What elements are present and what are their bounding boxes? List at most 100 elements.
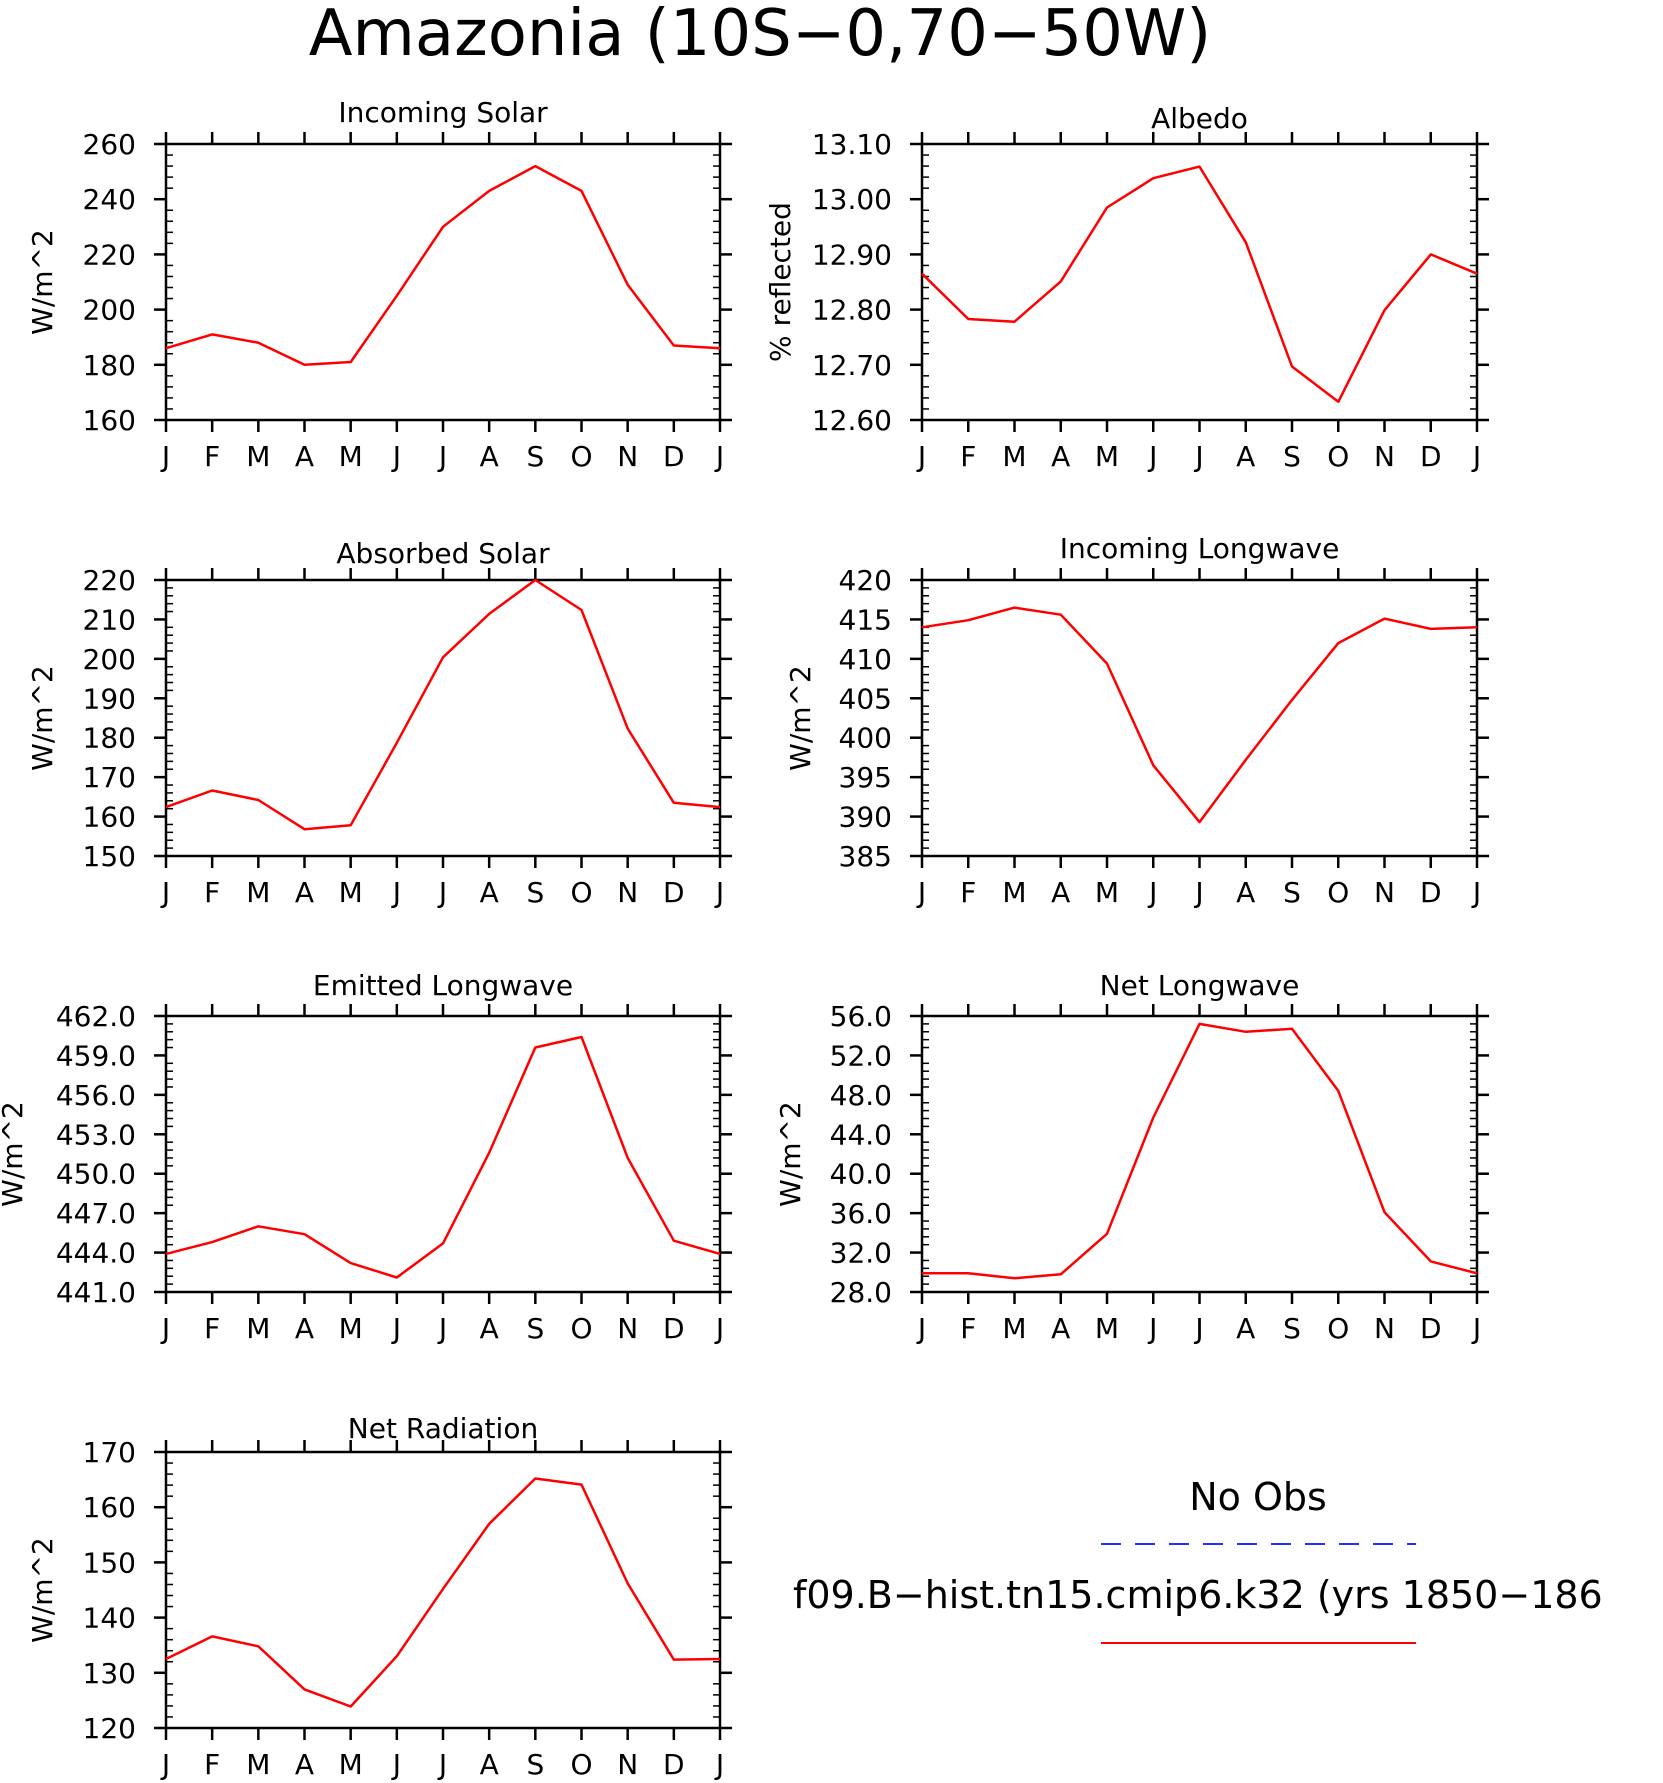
net-longwave-ytick-label: 36.0	[830, 1197, 892, 1230]
net-longwave-xtick-label: M	[1095, 1312, 1119, 1345]
incoming-longwave-series-line	[921, 606, 1478, 824]
emitted-longwave-xtick-label: J	[391, 1312, 401, 1345]
incoming-solar-ytick-label: 260	[83, 128, 136, 161]
absorbed-solar-ytick-label: 210	[83, 603, 136, 636]
figure-title: Amazonia (10S−0,70−50W)	[309, 0, 1211, 71]
albedo-xtick-label: J	[916, 440, 926, 473]
incoming-solar-series-line	[165, 164, 721, 367]
net-radiation-xtick-label: D	[663, 1748, 685, 1781]
incoming-longwave-ytick-label: 400	[839, 722, 892, 755]
net-longwave-xtick-label: F	[960, 1312, 976, 1345]
net-radiation-xtick-label: J	[714, 1748, 724, 1781]
emitted-longwave-xtick-label: F	[204, 1312, 220, 1345]
net-longwave-xtick-label: A	[1236, 1312, 1255, 1345]
incoming-longwave-xtick-label: D	[1420, 876, 1442, 909]
incoming-longwave-xtick-label: F	[960, 876, 976, 909]
net-longwave-ylabel: W/m^2	[774, 1101, 807, 1207]
emitted-longwave-xtick-label: N	[617, 1312, 638, 1345]
incoming-longwave-xtick-label: O	[1327, 876, 1349, 909]
emitted-longwave-xtick-label: S	[526, 1312, 544, 1345]
incoming-longwave-xtick-label: M	[1002, 876, 1026, 909]
emitted-longwave-xtick-label: O	[570, 1312, 592, 1345]
absorbed-solar-ytick-label: 200	[83, 643, 136, 676]
incoming-solar-xtick-label: S	[526, 440, 544, 473]
emitted-longwave-ytick-label: 459.0	[56, 1039, 136, 1072]
absorbed-solar-xtick-label: S	[526, 876, 544, 909]
incoming-longwave-title: Incoming Longwave	[1060, 532, 1340, 565]
albedo-xtick-label: J	[1147, 440, 1157, 473]
absorbed-solar-xtick-label: J	[714, 876, 724, 909]
incoming-solar-xtick-label: O	[570, 440, 592, 473]
absorbed-solar-xtick-label: M	[246, 876, 270, 909]
incoming-longwave-ytick-label: 420	[839, 564, 892, 597]
net-longwave-ytick-label: 28.0	[830, 1276, 892, 1309]
absorbed-solar-xtick-label: M	[339, 876, 363, 909]
net-radiation-xtick-label: N	[617, 1748, 638, 1781]
emitted-longwave-xtick-label: D	[663, 1312, 685, 1345]
albedo-ytick-label: 13.00	[812, 183, 892, 216]
emitted-longwave-series-line	[165, 1035, 721, 1279]
albedo-xtick-label: M	[1002, 440, 1026, 473]
incoming-longwave-xtick-label: J	[1471, 876, 1481, 909]
net-radiation-xtick-label: A	[480, 1748, 499, 1781]
emitted-longwave-ylabel: W/m^2	[0, 1101, 29, 1207]
emitted-longwave-xtick-label: A	[480, 1312, 499, 1345]
net-radiation-ylabel: W/m^2	[26, 1537, 59, 1643]
incoming-solar-xtick-label: M	[339, 440, 363, 473]
albedo-xtick-label: A	[1051, 440, 1070, 473]
net-radiation-ytick-label: 160	[83, 1491, 136, 1524]
incoming-solar-ytick-label: 180	[83, 349, 136, 382]
absorbed-solar-series-line	[165, 578, 721, 831]
net-longwave-title: Net Longwave	[1100, 969, 1300, 1002]
emitted-longwave-title: Emitted Longwave	[313, 969, 573, 1002]
emitted-longwave-ytick-label: 453.0	[56, 1118, 136, 1151]
incoming-longwave-ytick-label: 390	[839, 801, 892, 834]
net-radiation-ytick-label: 130	[83, 1657, 136, 1690]
emitted-longwave-ytick-label: 441.0	[56, 1276, 136, 1309]
net-longwave-xtick-label: A	[1051, 1312, 1070, 1345]
net-radiation-series-line	[165, 1477, 721, 1708]
absorbed-solar-ytick-label: 190	[83, 682, 136, 715]
albedo-series-line	[921, 165, 1478, 404]
net-radiation-ytick-label: 150	[83, 1546, 136, 1579]
absorbed-solar-title: Absorbed Solar	[336, 537, 550, 570]
emitted-longwave-plot-frame	[164, 1014, 722, 1294]
net-radiation-xtick-label: S	[526, 1748, 544, 1781]
incoming-longwave-xtick-label: J	[1147, 876, 1157, 909]
net-longwave-ytick-label: 40.0	[830, 1158, 892, 1191]
incoming-solar-ytick-label: 160	[83, 404, 136, 437]
absorbed-solar-ytick-label: 180	[83, 722, 136, 755]
net-longwave-xtick-label: J	[1471, 1312, 1481, 1345]
incoming-longwave-ylabel: W/m^2	[784, 665, 817, 771]
incoming-solar-xtick-label: M	[246, 440, 270, 473]
albedo-xtick-label: A	[1236, 440, 1255, 473]
incoming-solar-xtick-label: A	[295, 440, 314, 473]
incoming-longwave-ytick-label: 385	[839, 840, 892, 873]
absorbed-solar-ytick-label: 160	[83, 801, 136, 834]
net-longwave-xtick-label: N	[1374, 1312, 1395, 1345]
incoming-solar-xtick-label: J	[437, 440, 447, 473]
albedo-xtick-label: F	[960, 440, 976, 473]
incoming-solar-xtick-label: D	[663, 440, 685, 473]
albedo-ytick-label: 12.90	[812, 238, 892, 271]
incoming-longwave-ytick-label: 415	[839, 603, 892, 636]
emitted-longwave-xtick-label: M	[339, 1312, 363, 1345]
incoming-solar-ytick-label: 220	[83, 238, 136, 271]
albedo-ytick-label: 13.10	[812, 128, 892, 161]
net-radiation-ytick-label: 120	[83, 1712, 136, 1745]
legend: No Obs f09.B−hist.tn15.cmip6.k32 (yrs 18…	[793, 1475, 1603, 1644]
albedo-ytick-label: 12.80	[812, 294, 892, 327]
absorbed-solar-xtick-label: F	[204, 876, 220, 909]
emitted-longwave-xtick-label: J	[160, 1312, 170, 1345]
net-longwave-xtick-label: J	[1193, 1312, 1203, 1345]
incoming-solar-xtick-label: J	[160, 440, 170, 473]
albedo-ytick-label: 12.70	[812, 349, 892, 382]
emitted-longwave-ytick-label: 462.0	[56, 1000, 136, 1033]
net-longwave-plot-frame	[920, 1014, 1479, 1294]
incoming-longwave-xtick-label: N	[1374, 876, 1395, 909]
